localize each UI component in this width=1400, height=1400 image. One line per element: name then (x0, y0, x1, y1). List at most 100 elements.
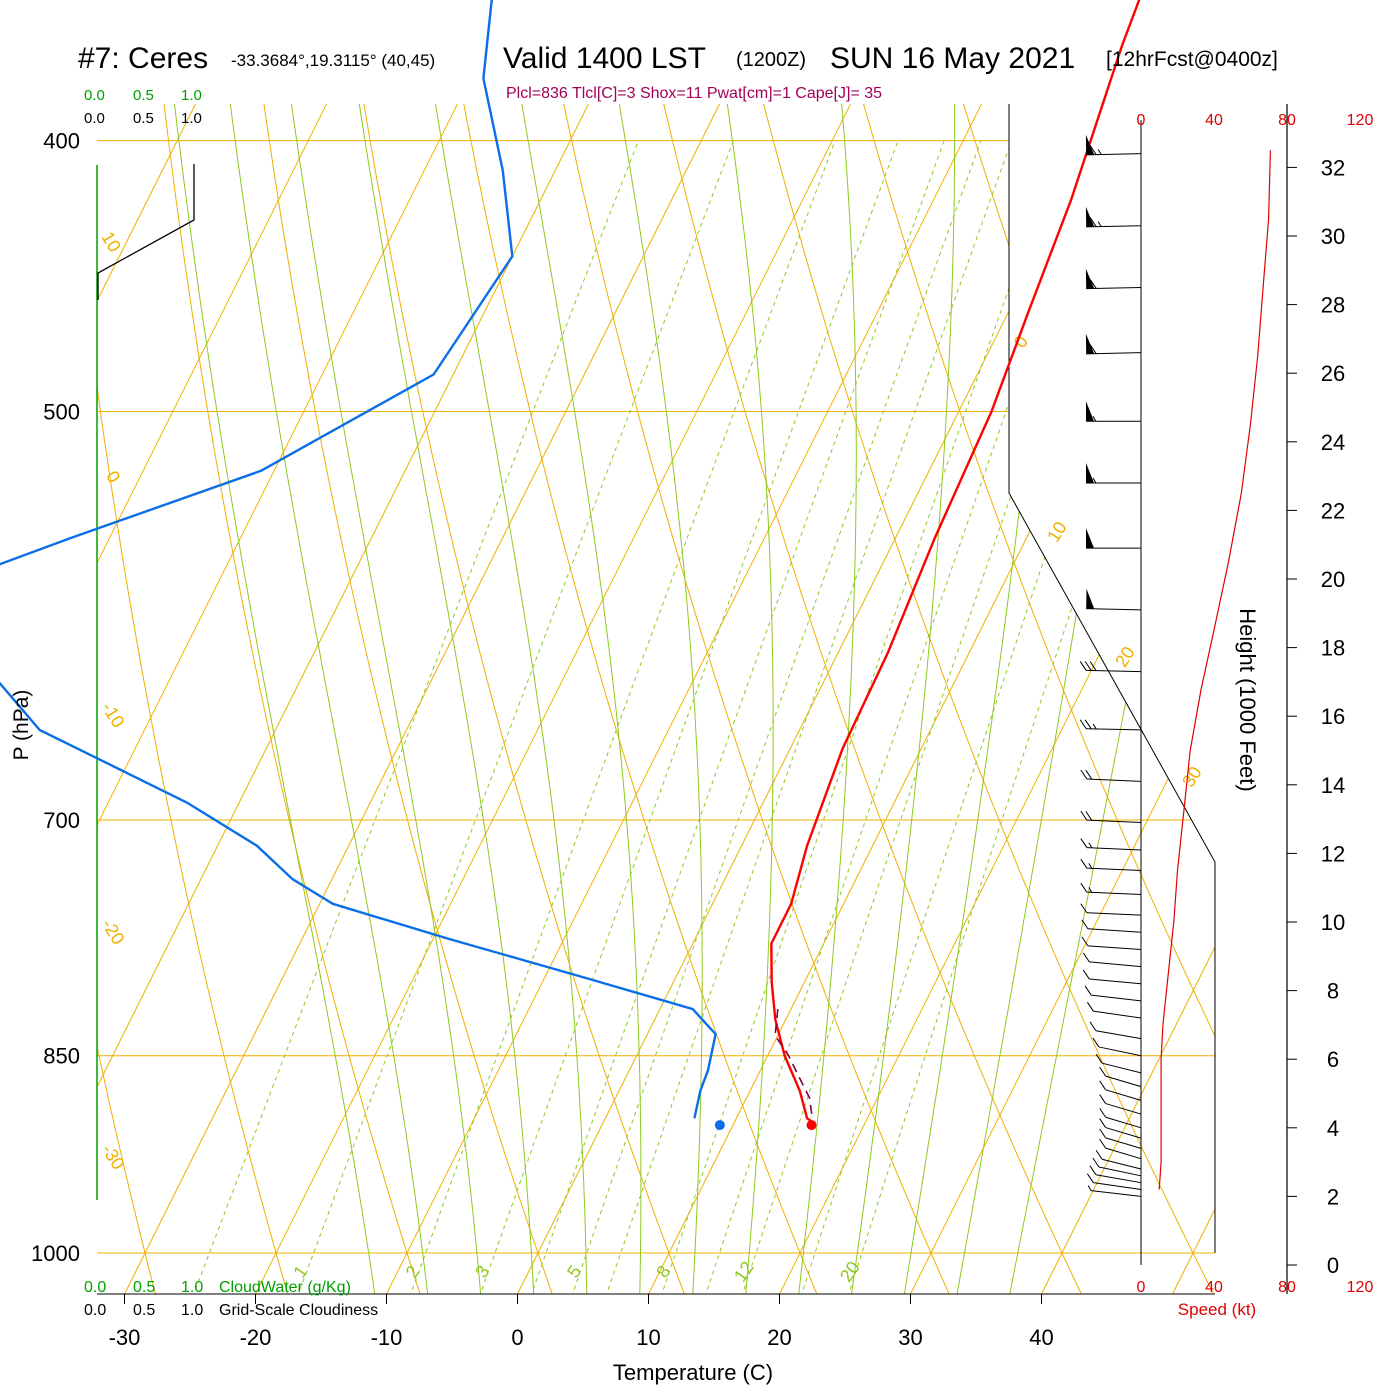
wind-barb (1079, 661, 1142, 673)
mixing-ratio-line (599, 140, 1013, 1294)
cloudiness-tick-bottom: 0.0 (84, 1302, 106, 1319)
wind-barb-half-flag (1092, 415, 1097, 422)
wind-barb-flag (1080, 903, 1088, 914)
height-tick-label: 8 (1327, 979, 1339, 1004)
wind-barb-flag (1081, 936, 1089, 947)
wind-barb (1085, 206, 1142, 228)
dry-adiabat-line (553, 104, 1091, 1294)
wind-barb (1080, 838, 1142, 851)
wind-barb-staff (1095, 1030, 1142, 1040)
wind-barb (1086, 588, 1142, 611)
height-tick-label: 24 (1321, 430, 1345, 455)
dry-adiabat-line (117, 104, 427, 1294)
mixing-ratio-line (699, 140, 1101, 1294)
wind-barb-half-flag (1097, 149, 1102, 155)
height-tick-label: 14 (1321, 773, 1345, 798)
mixing-ratio-line (736, 140, 1134, 1294)
wind-barb (1080, 810, 1142, 824)
wind-barb-half-flag (1097, 221, 1102, 227)
speed-tick-bottom: 120 (1347, 1279, 1374, 1296)
wind-barb (1086, 463, 1141, 484)
wind-barb (1092, 1157, 1142, 1177)
wind-barb-staff (1093, 1010, 1142, 1019)
dry-adiabat-line (97, 104, 161, 1294)
isotherm-label: 10 (1043, 518, 1071, 546)
wind-barb-staff (1086, 286, 1142, 290)
wind-barb-flag (1079, 661, 1087, 671)
isotherm-line (97, 104, 327, 1294)
surface-dewpoint-dot (714, 1120, 725, 1131)
wind-barb-staff (1105, 1116, 1142, 1129)
wind-barb (1080, 858, 1142, 872)
wind-barb (1099, 1107, 1142, 1129)
wind-barb-flag (1080, 769, 1088, 780)
wind-barb-flag (1099, 1080, 1107, 1091)
cloudwater-tick-top: 0.0 (84, 87, 105, 104)
temperature-line (770, 0, 1141, 1124)
wind-barb (1082, 952, 1142, 968)
wind-barb-staff (1086, 153, 1142, 156)
isotherm-line (97, 104, 589, 1294)
x-axis-tick-label: -20 (240, 1325, 272, 1350)
wind-barb-flag (1084, 661, 1092, 671)
wind-barb-flag (1080, 838, 1088, 848)
wind-barb-staff (1086, 847, 1142, 851)
wind-barb-flag (1089, 145, 1097, 155)
wind-barb-flag (1086, 1173, 1094, 1183)
dry-adiabat-line (814, 104, 1215, 1294)
wind-barb-half-flag (1092, 723, 1097, 730)
mixing-ratio-line (842, 140, 1215, 1294)
station-name: #7: Ceres (78, 42, 208, 75)
wind-barb-staff (1098, 1166, 1142, 1177)
x-axis-tick-label: 30 (898, 1325, 922, 1350)
speed-tick-top: 0 (1137, 112, 1146, 129)
sounding-params: Plcl=836 Tlcl[C]=3 Shox=11 Pwat[cm]=1 Ca… (506, 85, 882, 102)
speed-tick-top: 120 (1347, 112, 1374, 129)
height-tick-label: 6 (1327, 1047, 1339, 1072)
wind-barb-staff (1095, 1174, 1142, 1184)
wind-barb (1086, 1001, 1142, 1019)
dry-adiabat-line (204, 104, 560, 1294)
parcel-line (774, 1009, 814, 1119)
wind-barb-flag (1081, 919, 1089, 930)
isotherm-line (386, 104, 982, 1294)
height-tick-label: 12 (1321, 841, 1345, 866)
isotherm-label: -10 (98, 698, 129, 731)
speed-axis-label: Speed (kt) (1178, 1300, 1256, 1319)
station-coords: -33.3684°,19.3115° (40,45) (231, 51, 435, 70)
surface-temperature-dot (806, 1120, 817, 1131)
wind-barb-flag (1092, 1157, 1100, 1168)
wind-barb-pennant (1085, 333, 1095, 354)
x-axis-tick-label: -30 (109, 1325, 141, 1350)
wind-barb-flag (1089, 1021, 1097, 1032)
mixing-ratio-line (655, 140, 1062, 1294)
mixing-ratio-label: 2 (402, 1262, 424, 1282)
wind-barb-flag (1080, 858, 1088, 869)
wind-barb (1099, 1080, 1142, 1101)
x-axis-tick-label: -10 (371, 1325, 403, 1350)
wind-barb-staff (1086, 225, 1142, 228)
height-tick-label: 4 (1327, 1116, 1339, 1141)
moist-adiabat-line (436, 104, 642, 1294)
wind-barb-flag (1095, 1053, 1103, 1064)
height-tick-label: 18 (1321, 636, 1345, 661)
wind-barb-flag (1089, 661, 1097, 671)
height-tick-label: 20 (1321, 567, 1345, 592)
wind-barb-flag (1099, 1094, 1107, 1104)
wind-barb-staff (1105, 1137, 1142, 1149)
speed-profile-line (1158, 150, 1271, 1190)
isotherm-line (97, 104, 458, 1294)
mixing-ratio-line (186, 140, 639, 1294)
wind-barb-pennant (1086, 463, 1094, 483)
wind-barb-staff (1086, 819, 1142, 824)
wind-barb-staff (1093, 1182, 1142, 1191)
valid-date: SUN 16 May 2021 (830, 42, 1075, 75)
wind-barb-staff (1101, 1062, 1142, 1074)
isotherm-label: -20 (98, 915, 129, 948)
wind-barb-flag (1099, 1118, 1107, 1128)
speed-tick-bottom: 0 (1137, 1279, 1146, 1296)
isotherm-label: 0 (102, 467, 124, 486)
speed-tick-bottom: 40 (1205, 1279, 1223, 1296)
